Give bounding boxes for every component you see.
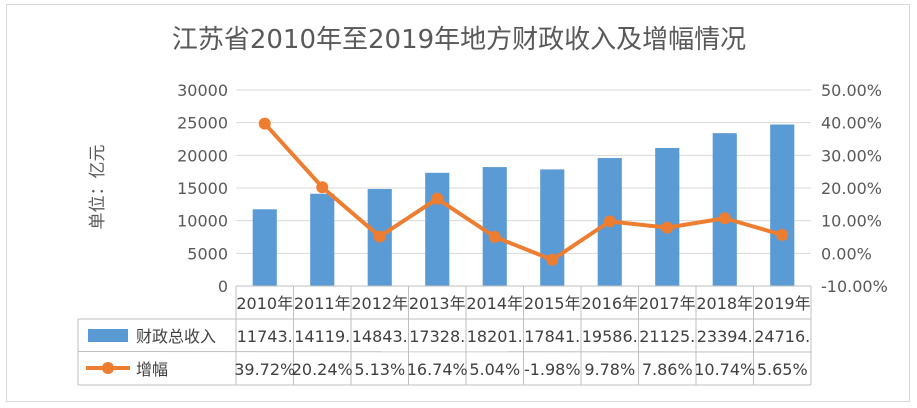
bar <box>540 169 565 286</box>
y2-tick-label: 40.00% <box>821 114 882 133</box>
legend-key-marker <box>102 362 114 374</box>
bar <box>252 209 277 286</box>
table-value: 17841. <box>524 327 580 346</box>
data-table: 2010年 2011年 2012年 2013年 2014年 2015年 2016年 2017年… <box>77 285 812 386</box>
y-tick-label: 20000 <box>177 146 228 165</box>
bar <box>712 133 737 286</box>
bar <box>310 193 335 286</box>
table-value: 16.74% <box>407 360 468 379</box>
bar-series <box>252 124 795 287</box>
y2-axis-ticks: -10.00% 0.00% 10.00% 20.00% 30.00% 40.00% 50.0… <box>821 81 888 296</box>
table-value: 7.86% <box>642 360 693 379</box>
category-label: 2019年 <box>754 294 811 313</box>
category-label: 2012年 <box>351 294 408 313</box>
bar <box>770 124 795 287</box>
category-label: 2017年 <box>639 294 696 313</box>
y-tick-label: 15000 <box>177 179 228 198</box>
chart-frame: 江苏省2010年至2019年地方财政收入及增幅情况 单位：亿元 0 5000 100… <box>6 4 910 402</box>
line-series <box>258 117 789 266</box>
table-value: 5.65% <box>757 360 808 379</box>
category-label: 2013年 <box>409 294 466 313</box>
y-tick-label: 30000 <box>177 81 228 100</box>
chart-title: 江苏省2010年至2019年地方财政收入及增幅情况 <box>172 25 746 55</box>
table-value: 39.72% <box>234 360 295 379</box>
line-point <box>603 215 616 228</box>
table-value: 18201. <box>467 327 523 346</box>
table-value: 9.78% <box>584 360 635 379</box>
y-axis-label: 单位：亿元 <box>88 145 108 230</box>
bar <box>425 172 450 286</box>
bar <box>482 167 507 286</box>
y-tick-label: 25000 <box>177 114 228 133</box>
series-line <box>263 122 783 262</box>
y2-tick-label: 50.00% <box>821 81 882 100</box>
y-axis-ticks: 0 5000 10000 15000 20000 25000 30000 <box>177 81 228 296</box>
line-point <box>316 181 329 194</box>
line-point <box>776 228 789 241</box>
line-point <box>431 192 444 205</box>
y2-tick-label: 0.00% <box>821 244 872 263</box>
y2-tick-label: 20.00% <box>821 179 882 198</box>
category-label: 2010年 <box>236 294 293 313</box>
table-value: 21125. <box>639 327 695 346</box>
table-value: 14843. <box>352 327 408 346</box>
table-value: -1.98% <box>524 360 581 379</box>
y-tick-label: 5000 <box>187 244 228 263</box>
category-label: 2018年 <box>696 294 753 313</box>
bar <box>655 147 680 286</box>
category-label: 2014年 <box>466 294 523 313</box>
table-value: 10.74% <box>694 360 755 379</box>
legend-label: 增幅 <box>136 360 168 379</box>
chart-canvas: 江苏省2010年至2019年地方财政收入及增幅情况 单位：亿元 0 5000 100… <box>77 25 888 386</box>
y2-tick-label: -10.00% <box>821 277 888 296</box>
line-point <box>661 221 674 234</box>
line-point <box>258 117 271 130</box>
table-value: 14119. <box>294 327 350 346</box>
table-value: 5.04% <box>469 360 520 379</box>
table-value: 20.24% <box>292 360 353 379</box>
table-value: 19586. <box>582 327 638 346</box>
line-point <box>546 253 559 266</box>
table-value: 17328. <box>409 327 465 346</box>
table-line <box>77 351 812 353</box>
category-label: 2011年 <box>294 294 351 313</box>
line-point <box>488 230 501 243</box>
table-value: 11743. <box>237 327 293 346</box>
y-tick-label: 0 <box>218 277 228 296</box>
table-value: 5.13% <box>354 360 405 379</box>
legend-key-bar <box>88 329 128 342</box>
legend-label: 财政总收入 <box>136 327 216 346</box>
y2-tick-label: 30.00% <box>821 146 882 165</box>
table-value: 24716. <box>754 327 810 346</box>
y2-tick-label: 10.00% <box>821 212 882 231</box>
category-label: 2015年 <box>524 294 581 313</box>
category-label: 2016年 <box>581 294 638 313</box>
line-point <box>373 230 386 243</box>
y-tick-label: 10000 <box>177 212 228 231</box>
line-point <box>718 212 731 225</box>
table-value: 23394. <box>697 327 753 346</box>
